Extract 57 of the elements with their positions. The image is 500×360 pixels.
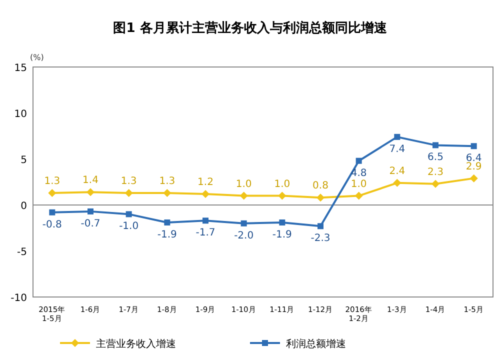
data-label: 2.9 [466,161,482,172]
point [356,158,362,164]
chart-title: 图1 各月累计主营业务收入与利润总额同比增速 [113,20,388,36]
data-label: 1.2 [198,176,214,188]
y-tick-label: 0 [20,201,27,212]
data-label: -1.9 [272,229,292,240]
point [318,223,324,230]
data-label: 1.3 [159,176,176,188]
data-label: 1.4 [82,175,98,186]
data-label: 0.8 [312,180,328,192]
data-label: 2.3 [428,166,444,178]
point [163,189,172,198]
point [202,190,210,198]
y-tick-label: -10 [10,293,27,304]
data-label: 1.0 [274,178,290,190]
data-label: -2.0 [234,230,254,242]
point [470,174,478,182]
point [88,208,94,214]
data-label: 1.0 [350,178,367,190]
point [49,209,56,216]
point [432,142,438,148]
y-tick-label: 10 [14,109,27,120]
data-label: 1.3 [120,176,137,188]
point [164,219,170,226]
y-tick-label: -5 [17,247,27,258]
point [354,192,363,200]
data-label: 4.8 [350,168,367,179]
point [278,192,286,200]
point [394,134,400,140]
point [279,219,286,226]
point [126,211,132,218]
point [470,143,477,150]
data-label: 1.0 [236,178,252,190]
data-label: -0.7 [80,218,100,230]
legend-label: 利润总额增速 [286,338,346,350]
point [316,194,324,202]
point [86,188,94,196]
data-label: 1.3 [44,176,60,188]
y-tick-label: 15 [14,63,27,74]
data-label: 6.5 [428,152,444,164]
data-label: -0.8 [42,219,62,230]
data-label: -2.3 [310,233,330,244]
data-label: -1.7 [196,228,216,239]
point [202,218,208,224]
y-axis-title: (%) [30,53,44,62]
data-label: 7.4 [389,144,406,155]
point [240,192,248,200]
data-label: -1.0 [119,221,139,232]
y-tick-label: 5 [20,155,27,166]
point [393,178,402,187]
point [432,180,440,188]
legend-label: 主营业务收入增速 [96,338,176,350]
point [240,220,247,226]
data-label: -1.9 [157,229,177,240]
point [124,189,133,198]
point [48,189,56,198]
data-label: 2.4 [389,166,406,177]
